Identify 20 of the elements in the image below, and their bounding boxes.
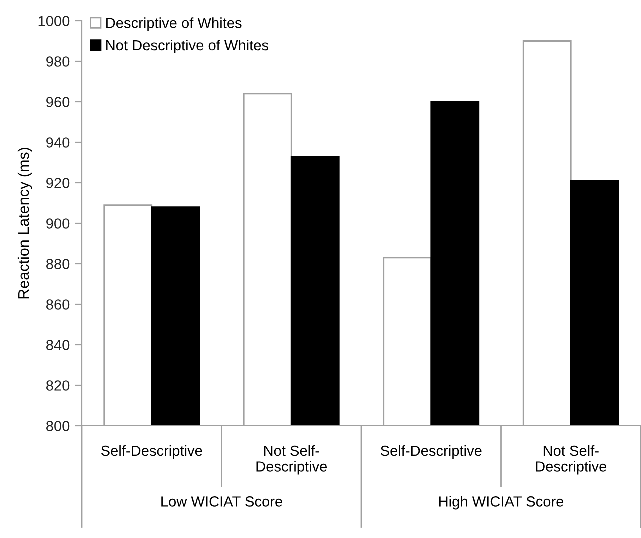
y-axis-title: Reaction Latency (ms) [18,148,32,299]
y-tick-label: 980 [46,56,70,67]
y-tick-label: 860 [46,300,70,310]
y-tick-label: 940 [46,138,70,148]
x-tick-label: Not Self- Descriptive [256,445,328,475]
legend-label: Descriptive of Whites [106,18,242,32]
y-tick-label: 920 [46,178,70,188]
y-tick-label: 840 [46,340,70,350]
y-tick-label: 880 [46,259,70,270]
x-tick-label: Self-Descriptive [380,445,482,460]
legend-label: Not Descriptive of Whites [106,40,269,54]
x-tick-label: Not Self- Descriptive [536,445,607,475]
text: Low WICIAT Score [162,496,282,507]
text: High WICIAT Score [440,496,564,510]
y-tick-label: 960 [46,97,70,108]
y-tick-label: 820 [46,380,70,391]
y-tick-label: 1000 [38,16,70,26]
y-tick-label: 800 [46,421,70,432]
x-tick-label: Self-Descriptive [101,445,202,460]
y-tick-label: 900 [46,218,70,229]
